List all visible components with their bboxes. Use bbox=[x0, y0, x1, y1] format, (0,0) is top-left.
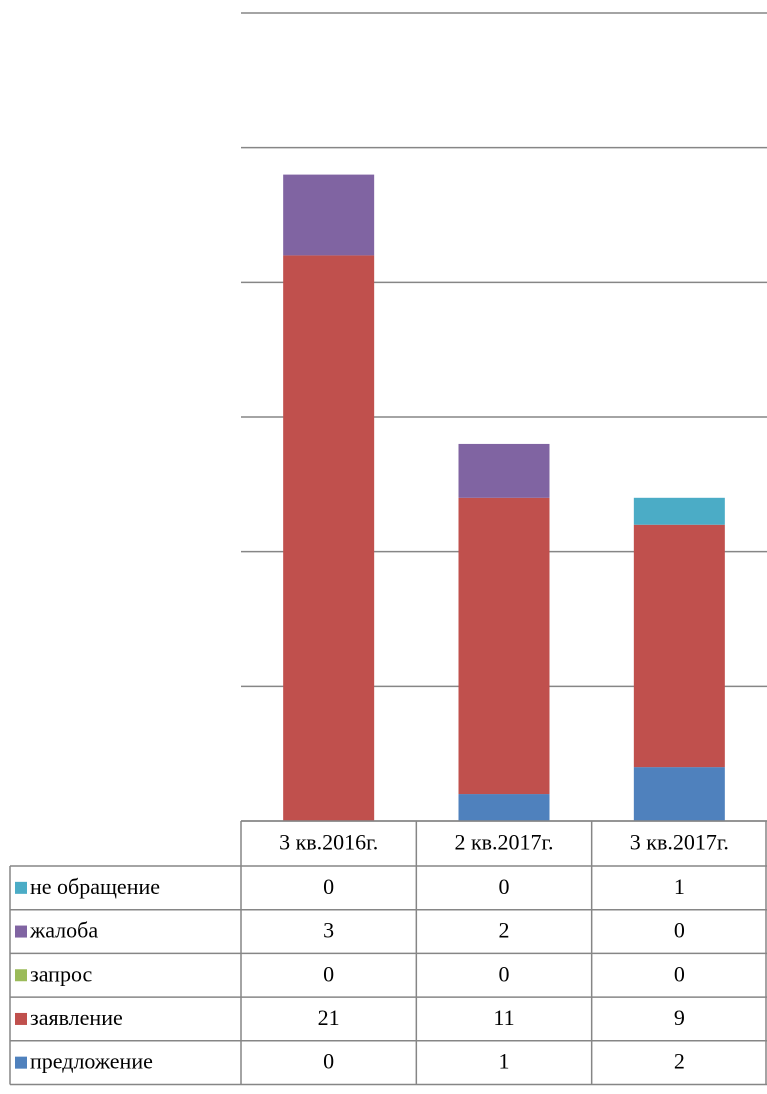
table-value: 0 bbox=[674, 918, 685, 943]
bar-segment bbox=[633, 524, 725, 768]
table-value: 0 bbox=[323, 1049, 334, 1074]
table-value: 9 bbox=[674, 1005, 685, 1030]
table-value: 21 bbox=[318, 1005, 340, 1030]
bar-segment bbox=[458, 443, 550, 498]
table-value: 0 bbox=[674, 961, 685, 986]
table-value: 1 bbox=[499, 1049, 510, 1074]
legend-swatch bbox=[15, 881, 27, 894]
bar-segment bbox=[633, 497, 725, 525]
bar-segment bbox=[283, 174, 375, 256]
legend-label: запрос bbox=[30, 961, 92, 986]
bar-segment bbox=[458, 497, 550, 795]
table-value: 0 bbox=[323, 961, 334, 986]
table-value: 2 bbox=[499, 918, 510, 943]
table-value: 11 bbox=[493, 1005, 514, 1030]
bar-segment bbox=[458, 794, 550, 821]
legend-swatch bbox=[15, 1012, 27, 1025]
legend-swatch bbox=[15, 1056, 27, 1069]
table-value: 0 bbox=[323, 874, 334, 899]
legend-label: не обращение bbox=[30, 874, 160, 899]
legend-label: заявление bbox=[30, 1005, 123, 1030]
legend-swatch bbox=[15, 969, 27, 982]
table-value: 0 bbox=[499, 874, 510, 899]
x-tick-label: 3 кв.2016г. bbox=[279, 830, 378, 855]
legend-swatch bbox=[15, 925, 27, 938]
legend-label: жалоба bbox=[29, 918, 98, 943]
table-value: 2 bbox=[674, 1049, 685, 1074]
table-value: 0 bbox=[499, 961, 510, 986]
bar-segment bbox=[283, 255, 375, 821]
x-tick-label: 2 кв.2017г. bbox=[454, 830, 553, 855]
legend-label: предложение bbox=[30, 1049, 153, 1074]
table-value: 1 bbox=[674, 874, 685, 899]
table-value: 3 bbox=[323, 918, 334, 943]
x-tick-label: 3 кв.2017г. bbox=[630, 830, 729, 855]
bar-segment bbox=[633, 767, 725, 821]
